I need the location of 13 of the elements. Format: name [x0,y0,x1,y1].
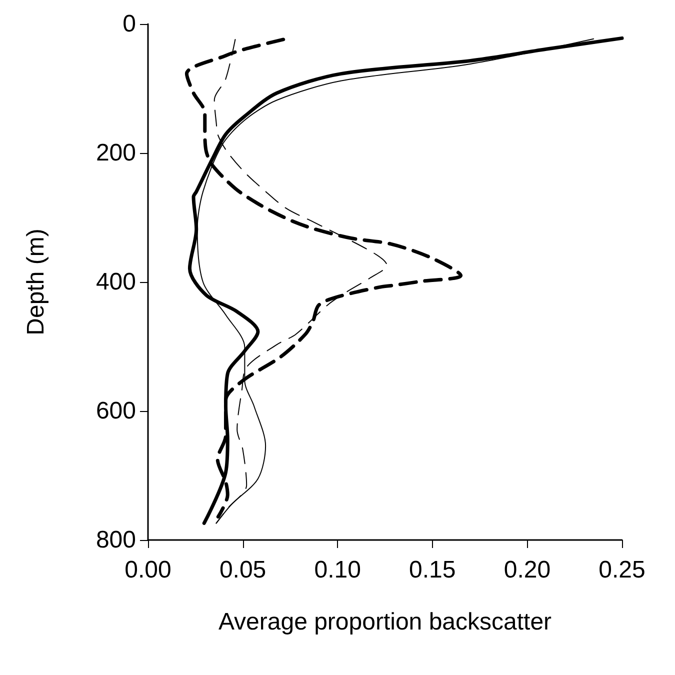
y-tick-label: 0 [122,10,136,38]
y-axis-title: Depth (m) [22,228,50,336]
x-tick-label: 0.00 [124,556,172,584]
x-tick-label: 0.10 [314,556,361,584]
y-tick-label: 400 [96,268,136,296]
x-tick-label: 0.25 [598,556,646,584]
y-tick-label: 800 [96,526,136,554]
x-axis-title: Average proportion backscatter [218,608,552,636]
x-tick-label: 0.05 [219,556,266,584]
x-tick-label: 0.20 [504,556,551,584]
y-tick-label: 200 [96,140,136,166]
y-tick-label: 600 [96,398,136,424]
x-tick-label: 0.15 [409,556,456,584]
